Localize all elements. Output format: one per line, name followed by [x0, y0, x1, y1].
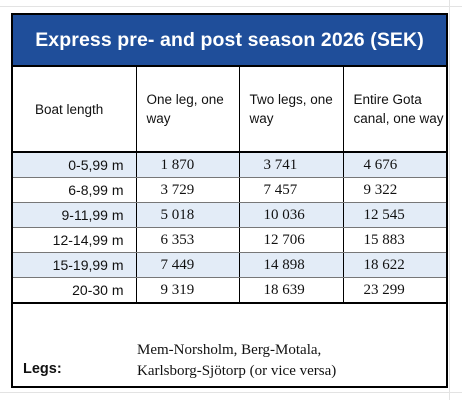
header-two-legs: Two legs, one way — [238, 67, 343, 153]
table-row: 6-8,99 m 3 729 7 457 9 322 — [13, 177, 446, 203]
boat-length-cell: 9-11,99 m — [13, 202, 136, 228]
legs-line: Karlsborg-Sjötorp (or vice versa) — [137, 363, 337, 379]
table-title: Express pre- and post season 2026 (SEK) — [13, 15, 446, 67]
boat-length-cell: 6-8,99 m — [13, 177, 136, 203]
table-row: 0-5,99 m 1 870 3 741 4 676 — [13, 152, 446, 178]
two-legs-price: 18 639 — [238, 277, 343, 304]
header-row: Boat length One leg, one way Two legs, o… — [13, 67, 446, 153]
two-legs-price: 12 706 — [238, 227, 343, 253]
boat-length-cell: 15-19,99 m — [13, 252, 136, 278]
two-legs-price: 7 457 — [238, 177, 343, 203]
legs-line: Mem-Norsholm, Berg-Motala, — [137, 342, 322, 358]
one-leg-price: 9 319 — [135, 277, 239, 304]
price-table: Boat length One leg, one way Two legs, o… — [13, 67, 446, 304]
legs-label: Legs: — [23, 361, 62, 377]
gridline — [0, 392, 462, 393]
table-row: 12-14,99 m 6 353 12 706 15 883 — [13, 227, 446, 253]
table-row: 15-19,99 m 7 449 14 898 18 622 — [13, 252, 446, 278]
two-legs-price: 10 036 — [238, 202, 343, 228]
one-leg-price: 3 729 — [135, 177, 239, 203]
price-table-card: Express pre- and post season 2026 (SEK) … — [11, 13, 448, 388]
header-one-leg: One leg, one way — [135, 67, 239, 153]
legs-description: Mem-Norsholm, Berg-Motala, Karlsborg-Sjö… — [137, 340, 437, 382]
gridline — [0, 6, 462, 7]
legs-row: Legs: Mem-Norsholm, Berg-Motala, Karlsbo… — [13, 337, 446, 386]
boat-length-cell: 0-5,99 m — [13, 152, 136, 178]
entire-canal-price: 15 883 — [342, 227, 446, 253]
entire-canal-price: 9 322 — [342, 177, 446, 203]
one-leg-price: 1 870 — [135, 152, 239, 178]
one-leg-price: 6 353 — [135, 227, 239, 253]
entire-canal-price: 12 545 — [342, 202, 446, 228]
entire-canal-price: 18 622 — [342, 252, 446, 278]
entire-canal-price: 23 299 — [342, 277, 446, 304]
boat-length-cell: 20-30 m — [13, 277, 136, 304]
table-row: 20-30 m 9 319 18 639 23 299 — [13, 277, 446, 304]
boat-length-cell: 12-14,99 m — [13, 227, 136, 253]
gridline — [449, 0, 450, 400]
two-legs-price: 14 898 — [238, 252, 343, 278]
table-row: 9-11,99 m 5 018 10 036 12 545 — [13, 202, 446, 228]
one-leg-price: 7 449 — [135, 252, 239, 278]
one-leg-price: 5 018 — [135, 202, 239, 228]
header-boat-length: Boat length — [13, 67, 136, 153]
header-entire-canal: Entire Gota canal, one way — [342, 67, 446, 153]
two-legs-price: 3 741 — [238, 152, 343, 178]
entire-canal-price: 4 676 — [342, 152, 446, 178]
